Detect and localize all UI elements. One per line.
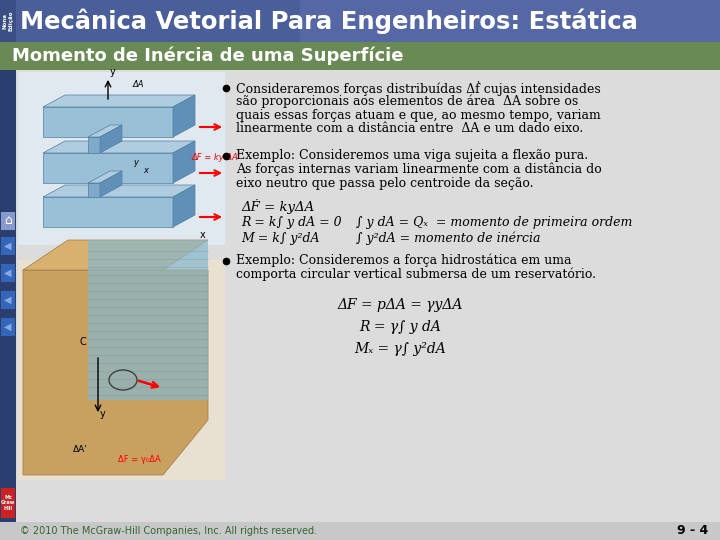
Bar — [16, 70, 720, 522]
Bar — [0, 42, 720, 70]
Text: y: y — [110, 67, 116, 77]
Bar — [1, 318, 15, 336]
Text: Exemplo: Consideremos uma viga sujeita a flexão pura.: Exemplo: Consideremos uma viga sujeita a… — [236, 150, 588, 163]
Polygon shape — [88, 171, 122, 183]
Text: As forças internas variam linearmente com a distância do: As forças internas variam linearmente co… — [236, 163, 602, 176]
Bar — [300, 0, 720, 42]
Text: R = γ∫ y dA: R = γ∫ y dA — [359, 321, 441, 334]
Text: linearmente com a distância entre  ΔA e um dado eixo.: linearmente com a distância entre ΔA e u… — [236, 122, 583, 135]
Text: comporta circular vertical submersa de um reservatório.: comporta circular vertical submersa de u… — [236, 267, 596, 281]
Text: quais essas forças atuam e que, ao mesmo tempo, variam: quais essas forças atuam e que, ao mesmo… — [236, 109, 600, 122]
Bar — [0, 0, 720, 42]
Text: ∫ y²dA = momento de inércia: ∫ y²dA = momento de inércia — [356, 232, 541, 245]
Text: ΔḞ = kyΔA: ΔḞ = kyΔA — [241, 199, 314, 214]
Polygon shape — [43, 107, 173, 137]
Text: ◀: ◀ — [4, 295, 12, 305]
Polygon shape — [100, 171, 122, 197]
Bar — [18, 72, 225, 245]
Text: x: x — [143, 166, 148, 175]
Text: Mc
Graw
Hill: Mc Graw Hill — [1, 495, 15, 511]
Text: ⌂: ⌂ — [4, 214, 12, 227]
Polygon shape — [173, 185, 195, 227]
Text: são proporcionais aos elementos de área  ΔA sobre os: são proporcionais aos elementos de área … — [236, 94, 578, 108]
Text: Mecânica Vetorial Para Engenheiros: Estática: Mecânica Vetorial Para Engenheiros: Está… — [20, 8, 638, 33]
Polygon shape — [88, 240, 208, 400]
Polygon shape — [43, 197, 173, 227]
Bar — [18, 260, 225, 480]
Bar — [1, 264, 15, 282]
Polygon shape — [88, 183, 100, 197]
Text: ΔF = ky ΔA: ΔF = ky ΔA — [192, 153, 239, 162]
Text: ΔF = γ₀ΔA: ΔF = γ₀ΔA — [118, 455, 161, 464]
Bar — [0, 0, 16, 42]
Polygon shape — [43, 141, 195, 153]
Text: ΔA': ΔA' — [73, 445, 88, 454]
Text: eixo neutro que passa pelo centroide da seção.: eixo neutro que passa pelo centroide da … — [236, 177, 534, 190]
Text: Nona
Edição: Nona Edição — [3, 11, 14, 31]
Bar — [0, 70, 16, 522]
Text: ◀: ◀ — [4, 268, 12, 278]
Text: M = k∫ y²dA: M = k∫ y²dA — [241, 232, 320, 245]
Text: ΔF = pΔA = γyΔA: ΔF = pΔA = γyΔA — [337, 299, 463, 313]
Text: y: y — [133, 158, 138, 167]
Text: C: C — [80, 337, 86, 347]
Bar — [0, 522, 720, 540]
Polygon shape — [43, 95, 195, 107]
Text: 9 - 4: 9 - 4 — [677, 524, 708, 537]
Polygon shape — [100, 125, 122, 153]
Text: x: x — [200, 230, 206, 240]
Polygon shape — [88, 125, 122, 137]
Polygon shape — [173, 141, 195, 183]
Polygon shape — [23, 240, 208, 270]
Text: Exemplo: Consideremos a força hidrostática em uma: Exemplo: Consideremos a força hidrostáti… — [236, 254, 572, 267]
Bar — [1, 291, 15, 309]
Text: R = k∫ y dA = 0: R = k∫ y dA = 0 — [241, 216, 341, 229]
Polygon shape — [43, 185, 195, 197]
Bar — [1, 237, 15, 255]
Text: © 2010 The McGraw-Hill Companies, Inc. All rights reserved.: © 2010 The McGraw-Hill Companies, Inc. A… — [20, 526, 317, 536]
Polygon shape — [23, 270, 208, 475]
Text: ◀: ◀ — [4, 322, 12, 332]
Polygon shape — [88, 137, 100, 153]
Text: ΔA: ΔA — [133, 80, 145, 89]
Text: Momento de Inércia de uma Superfície: Momento de Inércia de uma Superfície — [12, 47, 403, 65]
Polygon shape — [173, 95, 195, 137]
Text: y: y — [100, 409, 106, 419]
Text: ◀: ◀ — [4, 241, 12, 251]
Bar — [1, 212, 15, 230]
Text: Mₓ = γ∫ y²dA: Mₓ = γ∫ y²dA — [354, 342, 446, 356]
Text: ∫ y dA = Qₓ  = momento de primeira ordem: ∫ y dA = Qₓ = momento de primeira ordem — [356, 216, 632, 229]
Bar — [1, 488, 15, 518]
Text: Consideraremos forças distribuídas Δḟ cujas intensidades: Consideraremos forças distribuídas Δḟ cu… — [236, 80, 600, 96]
Polygon shape — [43, 153, 173, 183]
